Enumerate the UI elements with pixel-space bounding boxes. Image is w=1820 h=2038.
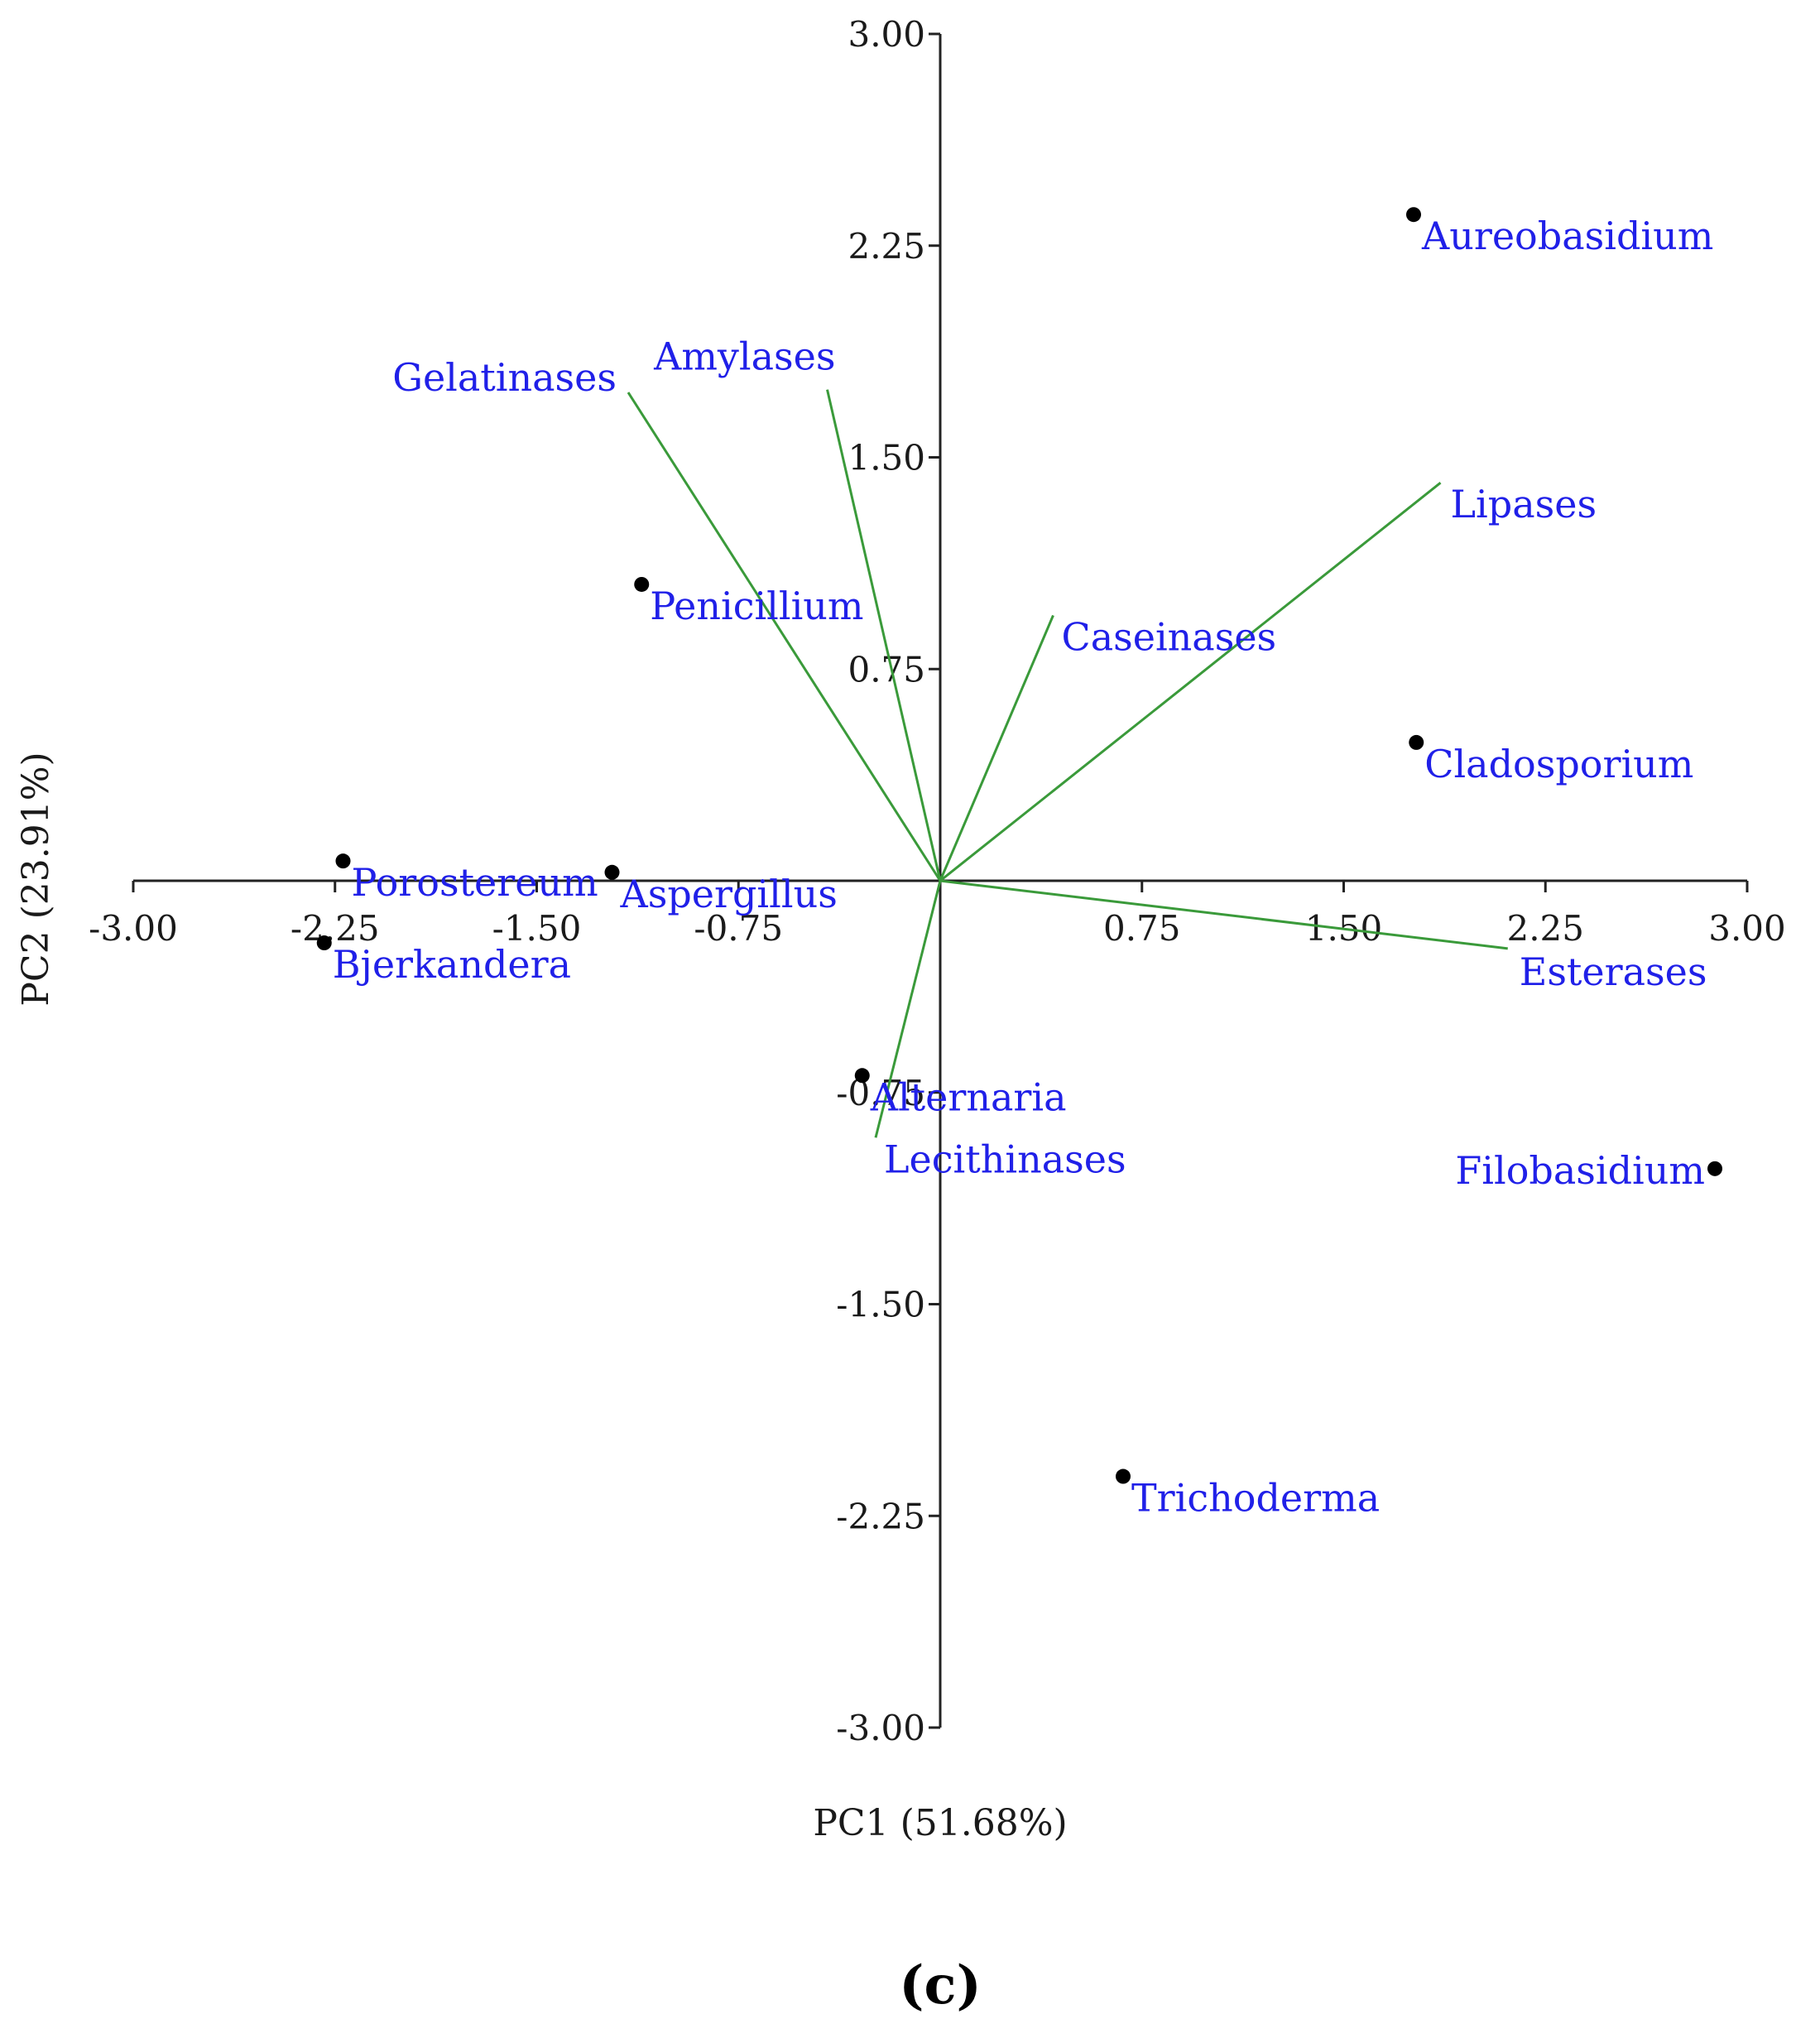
score-point (854, 1068, 870, 1084)
loading-vector (939, 614, 1054, 882)
point-label: Porostereum (352, 860, 598, 905)
score-point (1116, 1468, 1131, 1484)
point-label: Bjerkandera (333, 942, 571, 987)
y-tick-label: 3.00 (848, 14, 925, 55)
score-point (316, 935, 332, 951)
panel-label: (c) (899, 1954, 982, 2016)
score-point (1409, 734, 1424, 750)
y-tick-label: 1.50 (848, 438, 925, 478)
x-tick-label: -0.75 (694, 908, 783, 949)
score-point (335, 853, 351, 869)
loading-vectors: Gelatinases Amylases Lipases Caseinases Este… (392, 334, 1707, 1182)
point-label: Aspergillus (620, 872, 838, 916)
loading-vector (939, 879, 1508, 950)
vector-label: Lecithinases (884, 1137, 1126, 1181)
x-tick-label: 3.00 (1708, 908, 1786, 949)
vector-label: Amylases (653, 334, 835, 379)
x-tick-label: -2.25 (291, 908, 380, 949)
vector-label: Gelatinases (392, 355, 617, 400)
point-label: Trichoderma (1131, 1476, 1380, 1521)
loading-vector (826, 389, 942, 882)
score-point (1707, 1161, 1722, 1176)
point-label: Cladosporium (1424, 742, 1693, 786)
x-tick-label: 0.75 (1103, 908, 1181, 949)
score-point (1406, 207, 1421, 223)
score-point (634, 576, 650, 592)
y-tick-label: 2.25 (848, 226, 925, 267)
vector-label: Esterases (1520, 949, 1707, 994)
loading-vector (939, 482, 1442, 882)
score-point (604, 864, 620, 880)
vector-label: Lipases (1451, 482, 1597, 526)
x-tick-label: 2.25 (1506, 908, 1584, 949)
x-tick-label: -1.50 (492, 908, 582, 949)
point-label: Penicillium (650, 584, 863, 628)
y-tick-label: -0.75 (836, 1073, 925, 1113)
vector-label: Caseinases (1062, 614, 1277, 659)
x-tick-label: -3.00 (89, 908, 178, 949)
point-label: Filobasidium (1455, 1148, 1705, 1193)
y-tick-label: -2.25 (836, 1496, 925, 1536)
x-axis-title: PC1 (51.68%) (813, 1802, 1067, 1844)
y-tick-label: 0.75 (848, 649, 925, 690)
y-tick-label: -1.50 (836, 1285, 925, 1325)
loading-vector (627, 392, 942, 882)
score-points: Aureobasidium Penicillium Cladosporium Poro… (316, 207, 1722, 1521)
point-label: Aureobasidium (1421, 214, 1713, 258)
point-label: Alternaria (870, 1074, 1067, 1119)
loading-vector (874, 880, 942, 1138)
y-axis-title: PC2 (23.91%) (15, 752, 57, 1006)
axes: -3.00 -2.25 -1.50 -0.75 0.75 1.50 2.25 3.00 3.00… (89, 14, 1786, 1748)
y-tick-label: -3.00 (836, 1708, 925, 1748)
